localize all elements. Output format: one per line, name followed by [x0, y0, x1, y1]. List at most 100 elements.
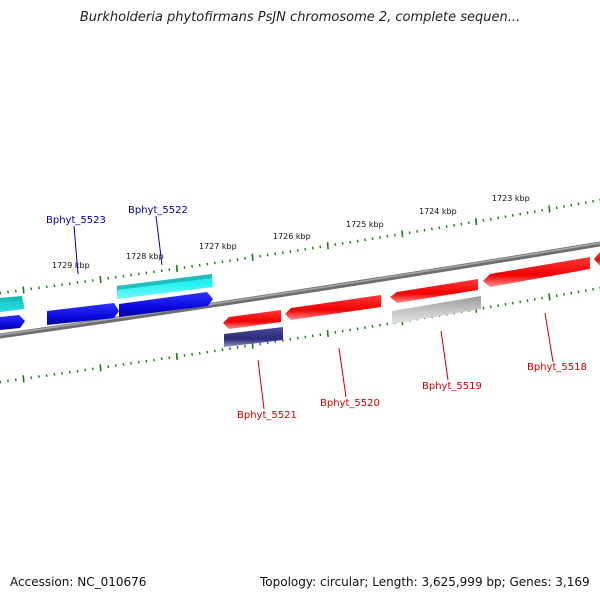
minor-tick: [45, 285, 48, 289]
minor-tick: [168, 356, 171, 360]
minor-tick: [296, 336, 299, 340]
major-tick: [475, 218, 478, 226]
chromosome-backbone: [0, 241, 600, 339]
map-title: Burkholderia phytofirmans PsJN chromosom…: [79, 10, 521, 25]
minor-tick: [145, 359, 148, 363]
major-tick: [99, 275, 102, 283]
minor-tick: [592, 199, 594, 203]
minor-tick: [84, 368, 87, 372]
kbp-label: 1724 kbp: [419, 207, 457, 216]
kbp-label: 1725 kbp: [346, 220, 384, 229]
minor-tick: [541, 296, 544, 300]
gene-label-bphyt-5520[interactable]: Bphyt_5520: [320, 398, 380, 409]
gene-label-bphyt-5518[interactable]: Bphyt_5518: [527, 362, 587, 373]
minor-tick: [533, 210, 536, 213]
minor-tick: [511, 301, 514, 305]
minor-tick: [296, 249, 299, 252]
minor-tick: [45, 374, 48, 377]
minor-tick: [584, 289, 587, 292]
minor-tick: [137, 272, 140, 276]
kbp-label: 1723 kbp: [492, 194, 530, 203]
major-tick: [251, 253, 254, 261]
gene-arrow-bphyt-5523[interactable]: [47, 303, 119, 325]
minor-tick: [379, 236, 381, 239]
gene-arrow-bphyt-5520[interactable]: [285, 295, 381, 320]
gene-arrow-bphyt-5519-gray[interactable]: [392, 296, 481, 324]
minor-tick: [570, 203, 573, 207]
gene-arrow-bphyt-5521-navy[interactable]: [224, 327, 283, 347]
minor-tick: [386, 234, 389, 238]
minor-tick: [319, 333, 322, 337]
minor-tick: [68, 370, 71, 374]
minor-tick: [130, 273, 133, 277]
gene-arrow-bphyt-5519[interactable]: [390, 279, 478, 303]
minor-tick: [274, 252, 277, 256]
gene-arrow-bphyt-5522[interactable]: [119, 292, 213, 317]
minor-tick: [577, 202, 580, 206]
minor-tick: [107, 365, 110, 369]
minor-tick: [183, 266, 186, 269]
minor-tick: [592, 287, 594, 291]
minor-tick: [511, 213, 514, 217]
minor-tick: [244, 257, 247, 260]
minor-tick: [38, 375, 40, 378]
major-tick: [99, 364, 102, 372]
minor-tick: [266, 341, 269, 345]
minor-tick: [91, 367, 94, 371]
minor-tick: [311, 246, 314, 250]
minor-tick: [76, 369, 79, 373]
gene-arrow-blue[interactable]: [0, 315, 25, 330]
minor-tick: [206, 262, 209, 266]
gene-label-bphyt-5521[interactable]: Bphyt_5521: [237, 410, 297, 421]
gene-arrow-bphyt-5522-cyan[interactable]: [117, 274, 213, 299]
minor-tick: [371, 237, 374, 241]
gene-arrow-right-edge[interactable]: [594, 252, 600, 266]
minor-tick: [319, 245, 322, 249]
minor-tick: [438, 226, 441, 230]
leader-line: [544, 312, 554, 363]
minor-tick: [206, 350, 209, 354]
minor-tick: [341, 241, 344, 245]
minor-tick: [221, 348, 224, 352]
minor-tick: [489, 305, 492, 309]
minor-tick: [107, 276, 110, 280]
minor-tick: [198, 351, 201, 355]
gene-arrow-bphyt-5521[interactable]: [223, 310, 281, 329]
minor-tick: [153, 358, 155, 362]
minor-tick: [304, 335, 307, 339]
minor-tick: [53, 284, 56, 288]
kbp-label: 1729 kbp: [52, 261, 90, 270]
gene-label-bphyt-5519[interactable]: Bphyt_5519: [422, 381, 482, 392]
minor-tick: [198, 263, 201, 267]
minor-tick: [334, 243, 337, 246]
minor-tick: [453, 223, 456, 227]
major-tick: [175, 353, 178, 361]
gene-label-bphyt-5523[interactable]: Bphyt_5523: [46, 215, 106, 226]
minor-tick: [30, 287, 33, 291]
minor-tick: [386, 322, 389, 326]
minor-tick: [30, 376, 33, 380]
gene-label-bphyt-5522[interactable]: Bphyt_5522: [128, 205, 188, 216]
minor-tick: [379, 323, 381, 327]
minor-tick: [489, 217, 492, 221]
minor-tick: [555, 206, 558, 210]
minor-tick: [445, 225, 448, 228]
major-tick: [22, 286, 25, 294]
minor-tick: [130, 361, 133, 365]
minor-tick: [356, 327, 359, 331]
major-tick: [175, 264, 178, 273]
minor-tick: [183, 354, 186, 357]
minor-tick: [497, 304, 500, 308]
minor-tick: [53, 373, 56, 376]
sequence-summary: Topology: circular; Length: 3,625,999 bp…: [260, 575, 590, 589]
gene-arrow-teal[interactable]: [0, 296, 24, 312]
gene-arrow-bphyt-5518[interactable]: [483, 257, 590, 287]
minor-tick: [519, 300, 522, 304]
major-tick: [548, 205, 551, 213]
kbp-label: 1728 kbp: [126, 252, 164, 261]
minor-tick: [213, 349, 216, 353]
minor-tick: [563, 205, 565, 208]
minor-tick: [229, 347, 231, 351]
minor-tick: [7, 290, 9, 294]
minor-tick: [533, 297, 536, 301]
